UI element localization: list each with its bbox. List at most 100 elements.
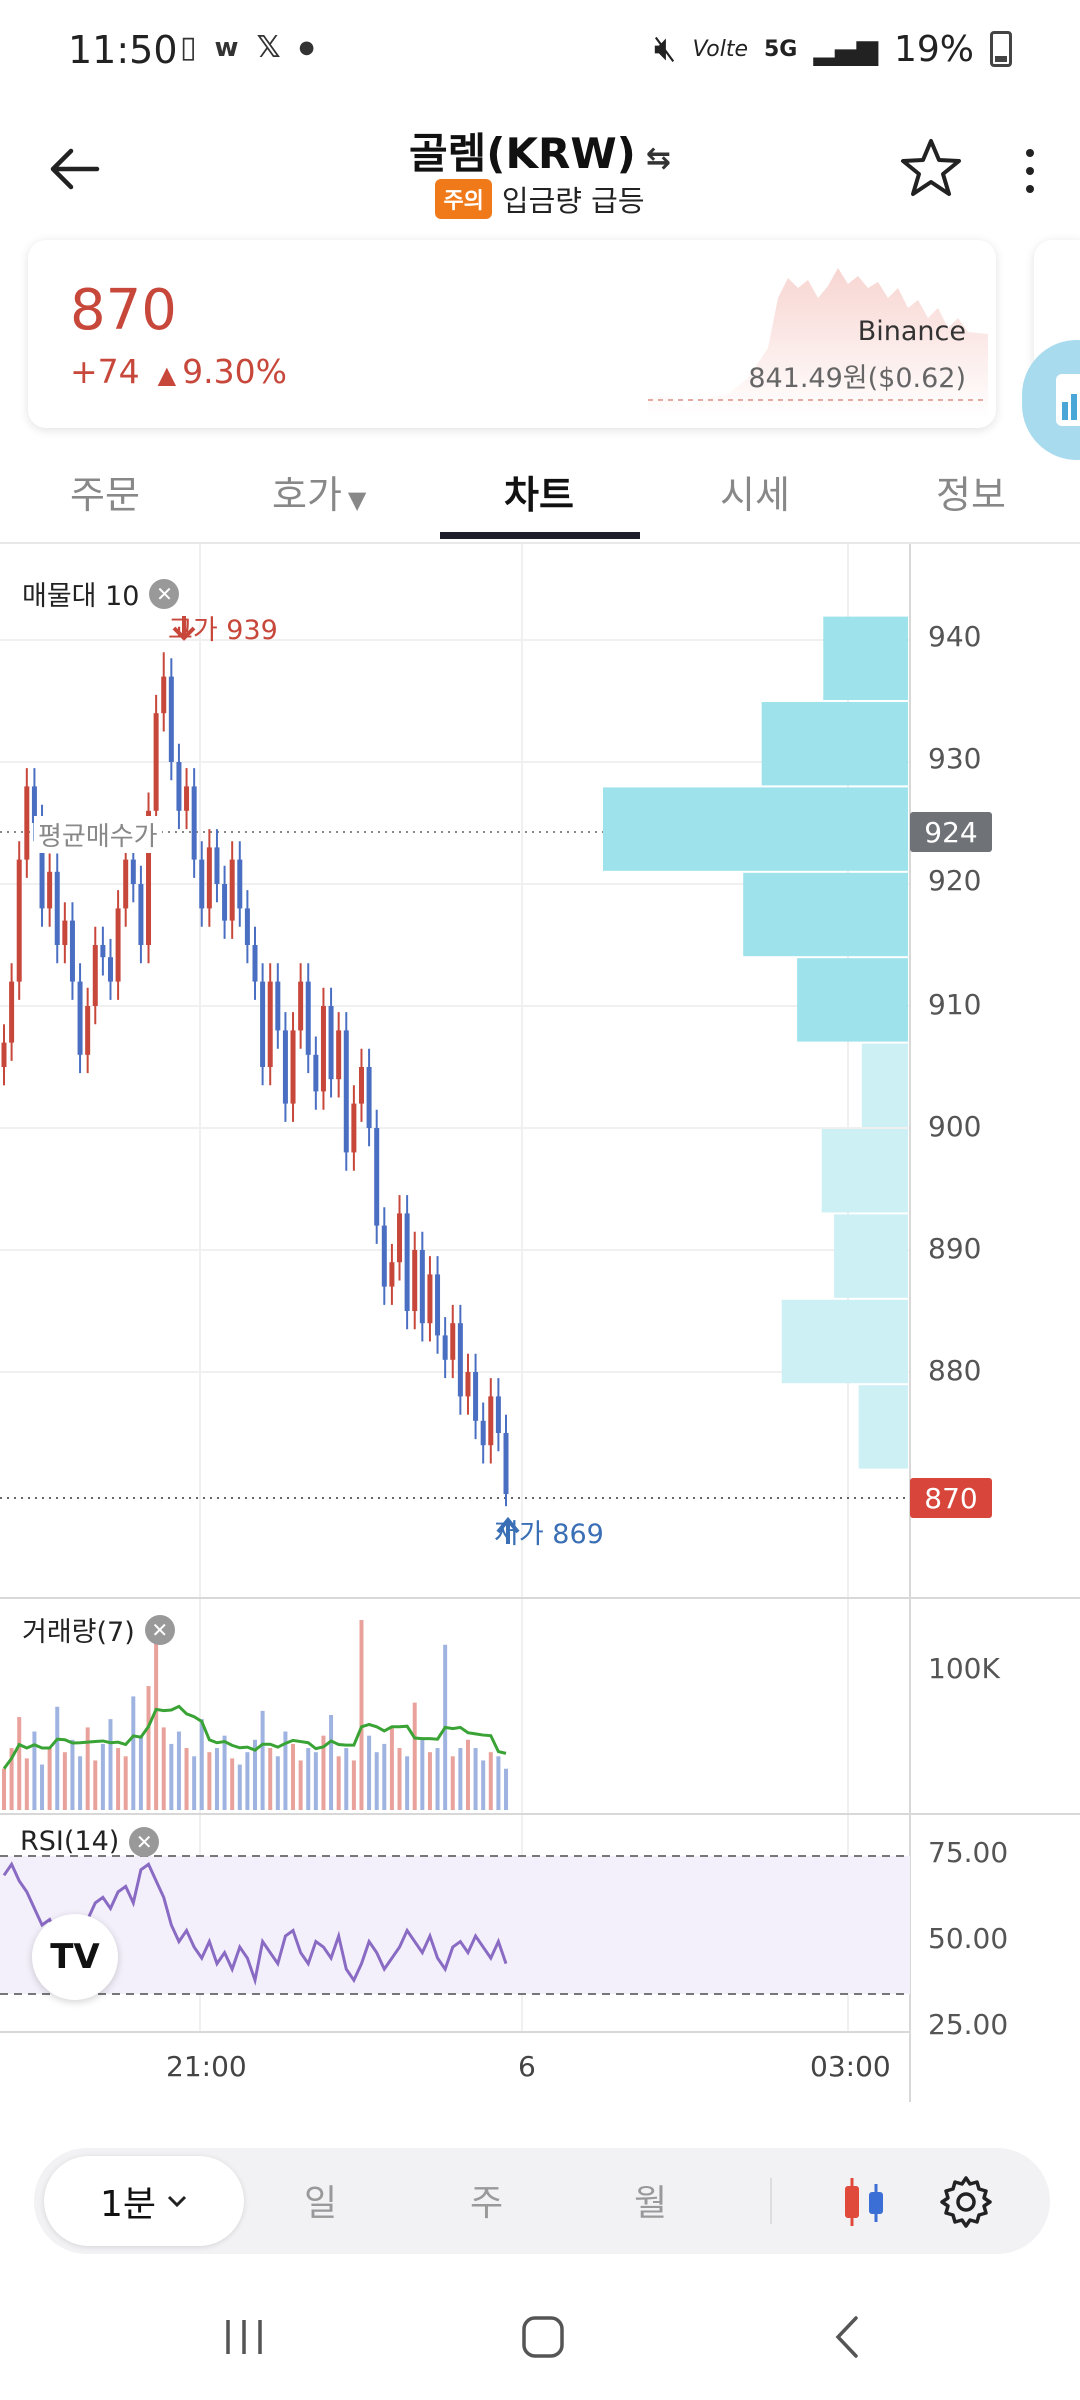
volume-bar bbox=[55, 1706, 60, 1810]
high-price-label: 고가 939 bbox=[168, 615, 278, 646]
mute-icon: 🔇︎ bbox=[653, 28, 677, 69]
current-price-tag: 870 bbox=[910, 1478, 992, 1518]
tab-market-price[interactable]: 시세 bbox=[720, 473, 790, 517]
candle-body bbox=[480, 1420, 486, 1446]
alert-text: 입금량 급등 bbox=[501, 184, 645, 218]
volume-ma-line bbox=[2, 1704, 507, 1770]
x-tick: 6 bbox=[518, 2050, 536, 2083]
candle-body bbox=[488, 1396, 494, 1446]
candle-body bbox=[229, 859, 235, 921]
more-menu-button[interactable] bbox=[1010, 136, 1050, 206]
x-tick: 03:00 bbox=[810, 2050, 891, 2083]
y-tick: 930 bbox=[928, 742, 982, 775]
close-icon[interactable]: ✕ bbox=[144, 1614, 175, 1645]
volume-bar bbox=[47, 1748, 52, 1810]
candle-body bbox=[123, 859, 129, 909]
candle-body bbox=[358, 1067, 364, 1104]
back-button[interactable] bbox=[40, 134, 110, 204]
interval-month-button[interactable]: 월 bbox=[634, 2183, 668, 2224]
volume-profile-bar bbox=[821, 1129, 908, 1213]
page-title[interactable]: 골렘(KRW) ⇆ bbox=[0, 120, 1080, 181]
tab-chart[interactable]: 차트 bbox=[504, 473, 574, 517]
volume-profile-name: 매물대 10 bbox=[22, 581, 140, 612]
status-system-icons: 🔇︎ Volte 5G ▂▄▆ 19% bbox=[654, 28, 1012, 70]
system-nav-bar bbox=[0, 2280, 1080, 2400]
candle-body bbox=[450, 1323, 456, 1360]
volume-tick: 100K bbox=[928, 1652, 1000, 1685]
chart-area[interactable]: 매물대 10 ✕ 고가 939 저가 869 평균매수가 940 930 920… bbox=[0, 544, 1080, 2104]
close-icon[interactable]: ✕ bbox=[129, 1826, 160, 1857]
volume-bar bbox=[405, 1756, 410, 1810]
candle-body bbox=[473, 1372, 479, 1421]
favorite-button[interactable] bbox=[898, 136, 968, 206]
volume-bar bbox=[321, 1735, 326, 1810]
candle-body bbox=[313, 1054, 319, 1092]
back-nav-icon[interactable] bbox=[832, 2314, 862, 2360]
interval-selector[interactable]: 1분 bbox=[44, 2156, 244, 2246]
mini-price-chart bbox=[648, 268, 988, 418]
volume-bar bbox=[481, 1760, 486, 1810]
close-icon[interactable]: ✕ bbox=[149, 578, 180, 609]
rsi-indicator-name: RSI(14) bbox=[20, 1826, 120, 1857]
interval-day-button[interactable]: 일 bbox=[304, 2183, 338, 2224]
tab-info[interactable]: 정보 bbox=[936, 473, 1006, 517]
volte-icon: Volte bbox=[692, 36, 749, 62]
low-arrow-icon bbox=[496, 1516, 520, 1544]
tab-orderbook[interactable]: 호가 ▼ bbox=[272, 464, 366, 519]
chart-canvas[interactable] bbox=[0, 544, 1080, 2104]
volume-profile-bar bbox=[781, 1299, 908, 1384]
swap-icon[interactable]: ⇆ bbox=[645, 141, 672, 176]
home-icon[interactable] bbox=[520, 2314, 566, 2360]
recent-apps-icon[interactable] bbox=[222, 2314, 266, 2360]
volume-bar bbox=[146, 1686, 151, 1810]
average-price-label: 평균매수가 bbox=[34, 816, 162, 853]
candle-body bbox=[214, 847, 220, 884]
candle-body bbox=[47, 871, 53, 909]
volume-bar bbox=[359, 1620, 364, 1810]
candle-body bbox=[85, 1006, 91, 1055]
price-card[interactable]: 870 +74 ▲ 9.30% Binance 841.49원($0.62) bbox=[28, 240, 996, 428]
candle-body bbox=[328, 1006, 334, 1080]
candle-type-icon[interactable] bbox=[834, 2172, 894, 2232]
volume-bar bbox=[138, 1735, 143, 1810]
volume-bar bbox=[161, 1727, 166, 1810]
tab-order[interactable]: 주문 bbox=[70, 473, 140, 517]
candle-body bbox=[62, 920, 68, 945]
volume-profile-bar bbox=[603, 787, 908, 871]
interval-week-button[interactable]: 주 bbox=[470, 2183, 504, 2224]
volume-bar bbox=[496, 1756, 501, 1810]
volume-bar bbox=[78, 1756, 83, 1810]
gear-icon[interactable] bbox=[938, 2174, 994, 2230]
candle-body bbox=[92, 945, 98, 1006]
status-time: 11:50 bbox=[68, 28, 178, 72]
more-dot-icon bbox=[1026, 149, 1034, 157]
volume-bar bbox=[24, 1758, 29, 1810]
volume-bar bbox=[298, 1760, 303, 1810]
candle-body bbox=[161, 676, 167, 714]
volume-bar bbox=[214, 1748, 219, 1810]
volume-bar bbox=[283, 1731, 288, 1810]
star-icon bbox=[901, 139, 961, 196]
volume-bar bbox=[32, 1731, 37, 1810]
more-dot-icon bbox=[1026, 185, 1034, 193]
volume-bar bbox=[207, 1752, 212, 1810]
volume-bar bbox=[116, 1748, 121, 1810]
volume-bar bbox=[184, 1748, 189, 1810]
volume-bar bbox=[367, 1735, 372, 1810]
candle-body bbox=[366, 1067, 372, 1128]
change-percent: 9.30% bbox=[182, 352, 287, 391]
candle-body bbox=[351, 1103, 357, 1153]
candle-body bbox=[176, 762, 182, 811]
volume-bar bbox=[70, 1739, 75, 1810]
volume-bar bbox=[306, 1748, 311, 1810]
x-app-icon: 𝕏 bbox=[256, 30, 281, 65]
volume-bar bbox=[389, 1727, 394, 1810]
network-icon: 5G bbox=[764, 36, 798, 62]
tradingview-logo[interactable]: TV bbox=[32, 1914, 118, 2000]
rsi-indicator-label: RSI(14) ✕ bbox=[20, 1826, 160, 1857]
candle-body bbox=[290, 1030, 296, 1104]
volume-indicator-name: 거래량(7) bbox=[22, 1617, 135, 1648]
volume-bar bbox=[17, 1717, 22, 1810]
toolbar-divider bbox=[770, 2178, 772, 2224]
candle-body bbox=[442, 1335, 448, 1360]
